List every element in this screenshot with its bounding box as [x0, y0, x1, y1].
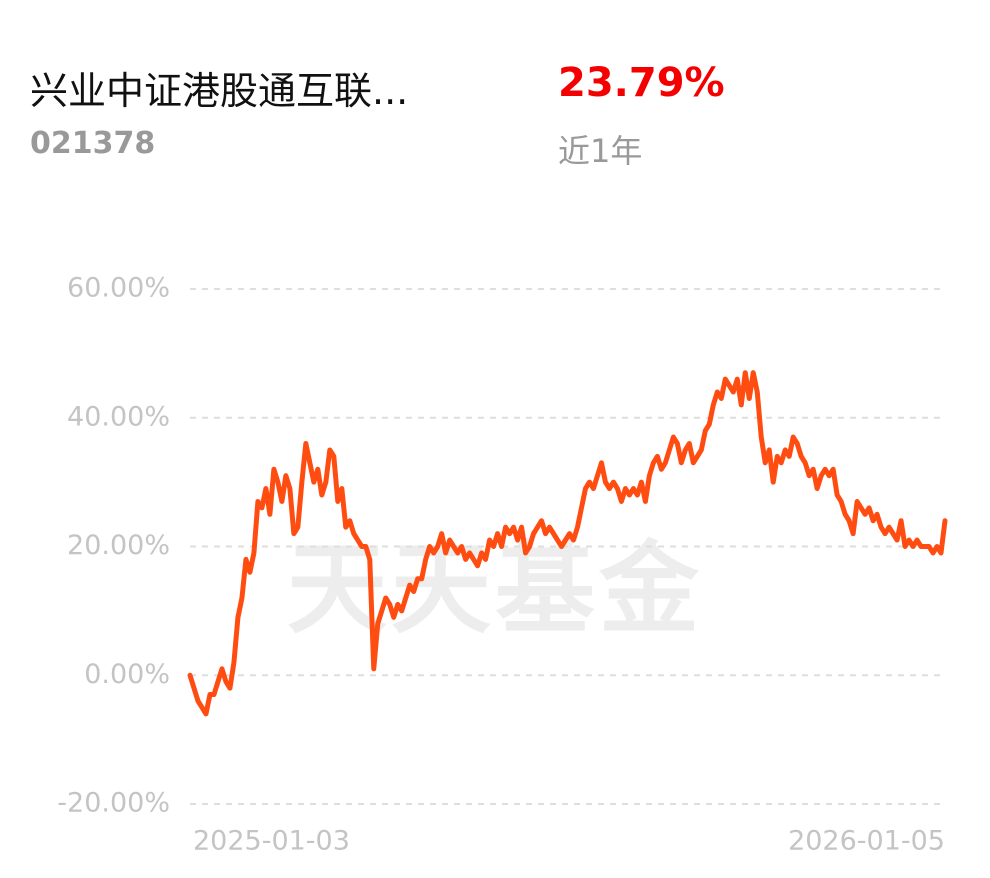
x-tick-label: 2026-01-05 [788, 826, 945, 857]
y-tick-label: 60.00% [67, 273, 170, 304]
x-tick-label: 2025-01-03 [193, 826, 350, 857]
y-tick-label: 40.00% [67, 401, 170, 432]
line [187, 370, 948, 717]
y-tick-label: 0.00% [84, 659, 170, 690]
y-tick-label: -20.00% [57, 788, 170, 819]
watermark: 天天基金 [287, 530, 703, 647]
y-tick-label: 20.00% [67, 530, 170, 561]
return-period: 近1年 [558, 132, 643, 170]
fund-code: 021378 [30, 126, 156, 161]
fund-name[interactable]: 兴业中证港股通互联... [30, 69, 409, 113]
return-value: 23.79% [558, 60, 725, 106]
